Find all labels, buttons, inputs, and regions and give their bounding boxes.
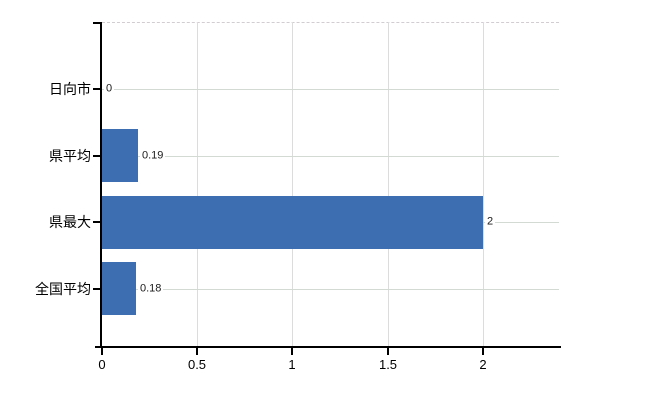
y-axis [100, 22, 102, 346]
plot-top-border [102, 22, 559, 23]
x-axis-tick [196, 348, 198, 355]
x-axis-tick-label: 1.5 [378, 357, 398, 372]
category-gridline [102, 89, 559, 90]
x-axis [95, 346, 561, 348]
bar-value-label: 0.19 [140, 149, 166, 163]
category-gridline [102, 289, 559, 290]
x-axis-tick [101, 348, 103, 355]
y-axis-tick [93, 288, 100, 290]
y-axis-tick [93, 88, 100, 90]
bar-value-label: 2 [485, 215, 496, 229]
category-gridline [102, 156, 559, 157]
y-axis-category-label: 県平均 [49, 148, 91, 164]
bar-value-label: 0 [104, 82, 115, 96]
x-axis-tick [482, 348, 484, 355]
y-axis-category-label: 全国平均 [35, 281, 91, 297]
y-axis-tick [93, 22, 100, 24]
bar [102, 129, 138, 182]
x-axis-tick-label: 0 [98, 357, 106, 372]
x-axis-tick [387, 348, 389, 355]
x-axis-tick-label: 1 [288, 357, 296, 372]
y-axis-category-label: 県最大 [49, 214, 91, 230]
vertical-gridline [483, 22, 484, 346]
bar [102, 196, 483, 249]
bar-value-label: 0.18 [138, 282, 164, 296]
x-axis-tick [291, 348, 293, 355]
bar [102, 262, 136, 315]
vertical-gridline [292, 22, 293, 346]
vertical-gridline [197, 22, 198, 346]
y-axis-category-label: 日向市 [49, 81, 91, 97]
y-axis-tick [93, 155, 100, 157]
x-axis-tick-label: 2 [479, 357, 487, 372]
x-axis-tick-label: 0.5 [187, 357, 207, 372]
vertical-gridline [388, 22, 389, 346]
y-axis-tick [93, 221, 100, 223]
